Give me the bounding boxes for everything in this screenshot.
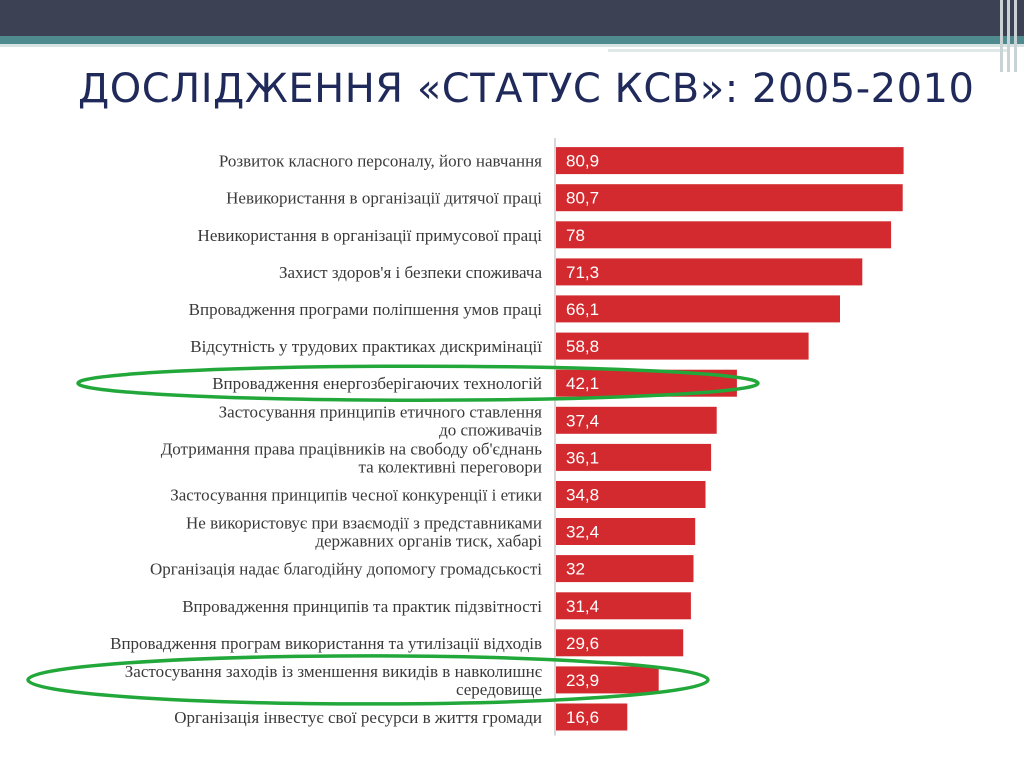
- category-label: Застосування принципів чесної конкуренці…: [170, 486, 542, 505]
- category-label: Застосування принципів етичного ставленн…: [219, 402, 543, 421]
- category-label: Організація інвестує свої ресурси в житт…: [174, 708, 542, 727]
- bar: [556, 258, 863, 286]
- category-label: Організація надає благодійну допомогу гр…: [150, 560, 542, 579]
- category-label: середовище: [456, 680, 542, 699]
- bar: [556, 518, 696, 545]
- category-label: Дотримання права працівників на свободу …: [161, 439, 543, 458]
- category-label: Невикористання в організації дитячої пра…: [226, 189, 542, 208]
- category-label: до споживачів: [439, 420, 542, 439]
- highlight-ellipse: [76, 364, 760, 402]
- bar: [556, 406, 717, 434]
- category-label: та колективні переговори: [358, 457, 542, 476]
- category-label: Не використовує при взаємодії з представ…: [186, 514, 542, 533]
- bar-value-label: 16,6: [566, 708, 599, 727]
- header-teal-band: [0, 36, 1024, 44]
- bar-value-label: 66,1: [566, 300, 599, 319]
- bar-value-label: 71,3: [566, 263, 599, 282]
- category-label: Впровадження програми поліпшення умов пр…: [189, 300, 543, 319]
- header-dark-band: [0, 0, 1024, 36]
- bar-value-label: 42,1: [566, 374, 599, 393]
- category-label: Розвиток класного персоналу, його навчан…: [219, 152, 542, 171]
- bar: [556, 147, 904, 175]
- header-light-line-secondary: [608, 49, 1008, 52]
- bar-value-label: 29,6: [566, 634, 599, 653]
- bar-value-label: 58,8: [566, 337, 599, 356]
- bar: [556, 481, 706, 508]
- bar: [556, 221, 892, 249]
- bar: [556, 703, 628, 731]
- category-label: державних органів тиск, хабарі: [315, 532, 542, 551]
- category-label: Відсутність у трудових практиках дискрим…: [190, 337, 542, 356]
- slide-title: ДОСЛІДЖЕННЯ «СТАТУС КСВ»: 2005-2010: [78, 66, 975, 112]
- bar: [556, 184, 903, 212]
- bar-value-label: 37,4: [566, 411, 599, 430]
- bar: [556, 295, 840, 323]
- category-label: Впровадження принципів та практик підзві…: [182, 597, 542, 616]
- bar-value-label: 31,4: [566, 597, 599, 616]
- bar-value-label: 34,8: [566, 486, 599, 505]
- bar-value-label: 80,9: [566, 152, 599, 171]
- category-label: Впровадження програм використання та ути…: [110, 634, 542, 653]
- category-label: Застосування заходів із зменшення викиді…: [125, 662, 543, 681]
- bar-value-label: 80,7: [566, 189, 599, 208]
- bar-value-label: 32: [566, 560, 585, 579]
- bar-value-label: 23,9: [566, 671, 599, 690]
- bar-value-label: 36,1: [566, 448, 599, 467]
- bar: [556, 629, 684, 657]
- category-label: Впровадження енергозберігаючих технологі…: [212, 374, 542, 393]
- header-light-line: [0, 44, 1024, 47]
- bar: [556, 666, 659, 694]
- category-label: Невикористання в організації примусової …: [198, 226, 543, 245]
- bar-value-label: 32,4: [566, 523, 599, 542]
- category-label: Захист здоров'я і безпеки споживача: [279, 263, 542, 282]
- decorative-stripes: [996, 0, 1024, 72]
- bar: [556, 332, 809, 360]
- bar: [556, 443, 712, 471]
- bar: [556, 592, 691, 620]
- bar-value-label: 78: [566, 226, 585, 245]
- bar: [556, 555, 694, 583]
- highlight-ellipse: [26, 654, 710, 706]
